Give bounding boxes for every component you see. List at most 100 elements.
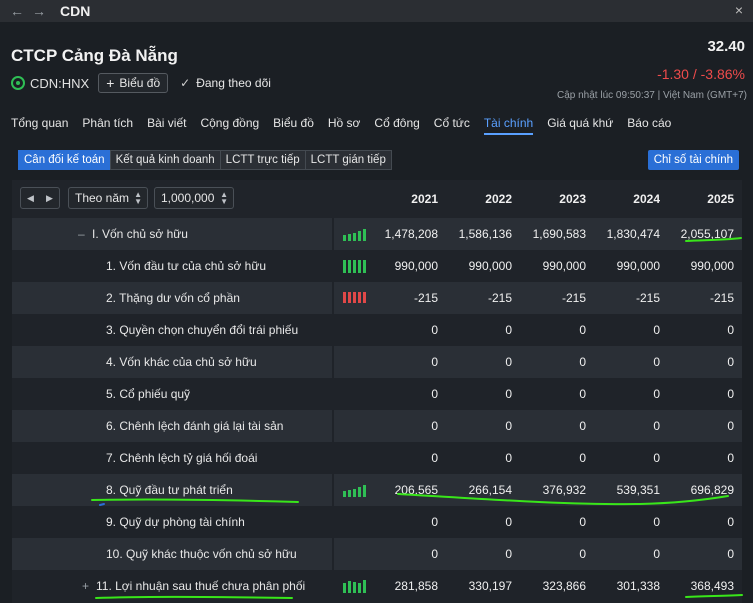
year-header: 2024 (633, 192, 660, 206)
row-label-cell: 10. Quỹ khác thuộc vốn chủ sở hữu (12, 538, 332, 570)
table-cell: 0 (727, 451, 734, 465)
sparkline-bar (353, 233, 356, 241)
sparkline-bar (358, 231, 361, 241)
table-cell: 990,000 (542, 259, 586, 273)
exchange-icon (11, 76, 25, 90)
sparkline-bar (343, 292, 346, 303)
table-cell: 0 (431, 419, 438, 433)
tab-8[interactable]: Tài chính (483, 108, 534, 138)
collapse-icon[interactable]: – (78, 227, 85, 241)
table-row[interactable]: 4. Vốn khác của chủ sở hữu 0 0 0 0 0 (12, 346, 742, 378)
table-row[interactable]: 1. Vốn đầu tư của chủ sở hữu 990,000 990,0… (12, 250, 742, 282)
table-cell: -215 (709, 291, 734, 305)
table-cell: 0 (579, 451, 586, 465)
window-title: CDN (60, 3, 91, 19)
table-row[interactable]: 6. Chênh lệch đánh giá lại tài sản 0 0 0 0 0 (12, 410, 742, 442)
financial-ratios-button[interactable]: Chỉ số tài chính (647, 150, 739, 170)
add-chart-button[interactable]: + Biểu đồ (98, 73, 169, 93)
row-label-cell: 7. Chênh lệch tỷ giá hối đoái (12, 442, 332, 474)
period-select[interactable]: Theo năm ▲ ▼ (68, 187, 148, 209)
table-cell: 330,197 (468, 579, 512, 593)
tab-4[interactable]: Biểu đồ (273, 116, 314, 130)
tab-6[interactable]: Cổ đông (374, 116, 420, 130)
year-header: 2025 (707, 192, 734, 206)
year-pager[interactable]: ◀ ▶ (20, 187, 60, 209)
table-cell: 0 (653, 419, 660, 433)
table-row[interactable]: 5. Cổ phiếu quỹ 0 0 0 0 0 (12, 378, 742, 410)
row-label: 9. Quỹ dự phòng tài chính (106, 515, 245, 529)
subtab-0[interactable]: Cân đối kế toán (18, 150, 111, 170)
table-cell: -215 (487, 291, 512, 305)
tab-1[interactable]: Phân tích (82, 116, 134, 130)
subtab-3[interactable]: LCTT gián tiếp (304, 150, 392, 170)
table-cell: 990,000 (468, 259, 512, 273)
sparkline-bar (348, 490, 351, 497)
table-cell: 376,932 (542, 483, 586, 497)
row-values-cell: 0 0 0 0 0 (334, 538, 742, 570)
tab-2[interactable]: Bài viết (147, 116, 187, 130)
sparkline-icon (343, 229, 366, 241)
table-row[interactable]: +11. Lợi nhuận sau thuế chưa phân phối 28… (12, 570, 742, 602)
close-icon[interactable]: × (734, 2, 743, 18)
sparkline-bar (358, 260, 361, 273)
table-row[interactable]: 7. Chênh lệch tỷ giá hối đoái 0 0 0 0 0 (12, 442, 742, 474)
row-label: 3. Quyền chọn chuyển đổi trái phiếu (106, 323, 299, 337)
add-chart-label: Biểu đồ (119, 76, 161, 90)
table-cell: 0 (653, 355, 660, 369)
pager-prev-icon[interactable]: ◀ (27, 192, 34, 203)
table-row[interactable]: 3. Quyền chọn chuyển đổi trái phiếu 0 0 0 0 0 (12, 314, 742, 346)
table-header: ◀ ▶ Theo năm ▲ ▼ 1,000,000 ▲ ▼ 2021 2022 202… (12, 180, 742, 218)
table-cell: 0 (579, 547, 586, 561)
tab-0[interactable]: Tổng quan (11, 116, 69, 130)
stock-price: 32.40 (707, 38, 745, 55)
row-label: 10. Quỹ khác thuộc vốn chủ sở hữu (106, 547, 297, 561)
table-cell: 281,858 (394, 579, 438, 593)
sparkline-bar (353, 582, 356, 593)
tab-10[interactable]: Báo cáo (627, 116, 672, 130)
unit-select[interactable]: 1,000,000 ▲ ▼ (154, 187, 234, 209)
table-row[interactable]: – I. Vốn chủ sở hữu 1,478,208 1,586,136 1,69… (12, 218, 742, 250)
balance-sheet-table: ◀ ▶ Theo năm ▲ ▼ 1,000,000 ▲ ▼ 2021 2022 202… (12, 180, 742, 603)
table-cell: 301,338 (616, 579, 660, 593)
back-arrow-icon[interactable]: ← (10, 3, 24, 19)
table-cell: 1,586,136 (458, 227, 512, 241)
sparkline-bar (343, 235, 346, 241)
sparkline-bar (363, 292, 366, 303)
sparkline-bar (358, 583, 361, 593)
forward-arrow-icon[interactable]: → (32, 3, 46, 19)
table-cell: 2,055,107 (680, 227, 734, 241)
row-values-cell: 990,000 990,000 990,000 990,000 990,000 (334, 250, 742, 282)
table-cell: 0 (505, 323, 512, 337)
pager-next-icon[interactable]: ▶ (46, 192, 53, 203)
row-values-cell: 0 0 0 0 0 (334, 442, 742, 474)
table-cell: 0 (653, 451, 660, 465)
plus-icon: + (106, 75, 115, 91)
table-cell: 0 (579, 387, 586, 401)
tab-7[interactable]: Cổ tức (433, 116, 470, 130)
tab-9[interactable]: Giá quá khứ (547, 116, 614, 130)
table-cell: -215 (635, 291, 660, 305)
table-cell: 0 (727, 355, 734, 369)
tab-5[interactable]: Hồ sơ (327, 116, 361, 130)
table-row[interactable]: 2. Thặng dư vốn cổ phần -215 -215 -215 -215-… (12, 282, 742, 314)
table-row[interactable]: 8. Quỹ đầu tư phát triển 206,565 266,154 37… (12, 474, 742, 506)
table-row[interactable]: 9. Quỹ dự phòng tài chính 0 0 0 0 0 (12, 506, 742, 538)
tab-3[interactable]: Cộng đồng (200, 116, 260, 130)
subtab-1[interactable]: Kết quả kinh doanh (109, 150, 221, 170)
row-label: 7. Chênh lệch tỷ giá hối đoái (106, 451, 258, 465)
expand-icon[interactable]: + (82, 579, 90, 593)
row-values-cell: -215 -215 -215 -215 -215 (334, 282, 742, 314)
subtab-2[interactable]: LCTT trực tiếp (219, 150, 306, 170)
follow-button[interactable]: ✓ Đang theo dõi (180, 76, 271, 90)
table-cell: 990,000 (394, 259, 438, 273)
table-row[interactable]: 10. Quỹ khác thuộc vốn chủ sở hữu 0 0 0 0 0 (12, 538, 742, 570)
table-cell: -215 (413, 291, 438, 305)
table-cell: 0 (505, 355, 512, 369)
year-header: 2021 (411, 192, 438, 206)
sparkline-bar (363, 580, 366, 593)
sparkline-icon (343, 485, 366, 497)
table-cell: 0 (505, 515, 512, 529)
row-label: 2. Thặng dư vốn cổ phần (106, 291, 240, 305)
sparkline-bar (353, 489, 356, 497)
sparkline-bar (363, 229, 366, 241)
